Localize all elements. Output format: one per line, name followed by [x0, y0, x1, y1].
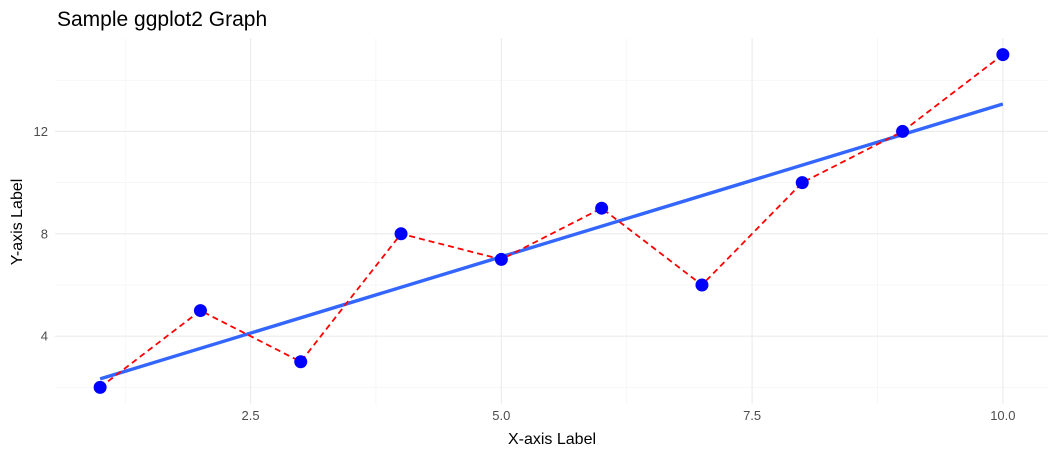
data-point	[695, 278, 709, 292]
plot-grid	[55, 38, 1048, 404]
trend-line	[99, 102, 1004, 381]
plot-series	[93, 48, 1010, 394]
x-tick-label: 10.0	[990, 408, 1015, 423]
data-point	[93, 380, 107, 394]
connecting-line	[99, 53, 1004, 389]
x-axis-title: X-axis Label	[508, 431, 596, 448]
x-axis-ticks: 2.5 5.0 7.5 10.0	[242, 408, 1016, 423]
x-tick-label: 5.0	[492, 408, 510, 423]
data-point	[595, 201, 609, 215]
data-point	[294, 355, 308, 369]
data-point	[494, 252, 508, 266]
chart-title: Sample ggplot2 Graph	[57, 8, 267, 31]
data-point	[795, 176, 809, 190]
y-axis-ticks: 4 8 12	[34, 124, 48, 344]
data-point	[996, 48, 1010, 62]
data-point	[394, 227, 408, 241]
y-tick-label: 8	[41, 226, 48, 241]
x-tick-label: 7.5	[743, 408, 761, 423]
x-tick-label: 2.5	[242, 408, 260, 423]
data-point	[896, 124, 910, 138]
data-point	[193, 304, 207, 318]
y-tick-label: 4	[41, 329, 48, 344]
y-tick-label: 12	[34, 124, 48, 139]
y-axis-title: Y-axis Label	[9, 179, 26, 266]
